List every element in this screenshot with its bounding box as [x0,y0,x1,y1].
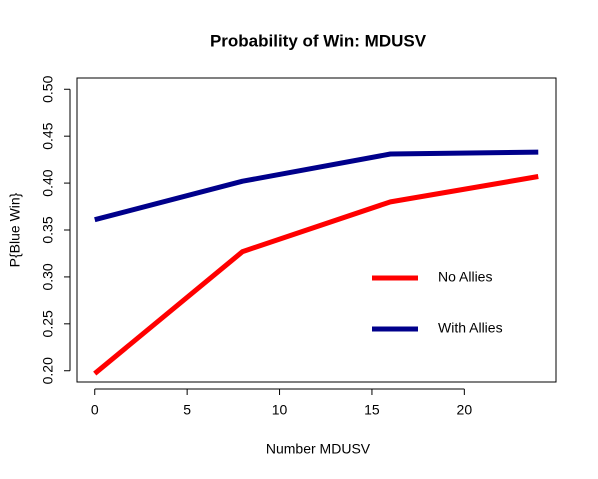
y-tick-label: 0.30 [40,263,56,290]
y-axis-label: P{Blue Win} [7,192,23,267]
legend-label: With Allies [438,320,503,336]
x-tick-label: 0 [91,402,99,418]
y-tick-label: 0.35 [40,216,56,243]
x-tick-label: 5 [183,402,191,418]
x-tick-label: 20 [457,402,473,418]
x-axis-label: Number MDUSV [266,441,371,457]
y-tick-label: 0.20 [40,357,56,384]
x-tick-label: 15 [364,402,380,418]
y-tick-label: 0.50 [40,75,56,102]
chart-title: Probability of Win: MDUSV [210,31,427,50]
y-tick-label: 0.40 [40,169,56,196]
legend-label: No Allies [438,269,492,285]
plot-box [76,77,557,383]
series-line [93,174,539,376]
y-tick-label: 0.25 [40,310,56,337]
series-line [94,149,539,223]
y-tick-label: 0.45 [40,122,56,149]
x-tick-label: 10 [272,402,288,418]
